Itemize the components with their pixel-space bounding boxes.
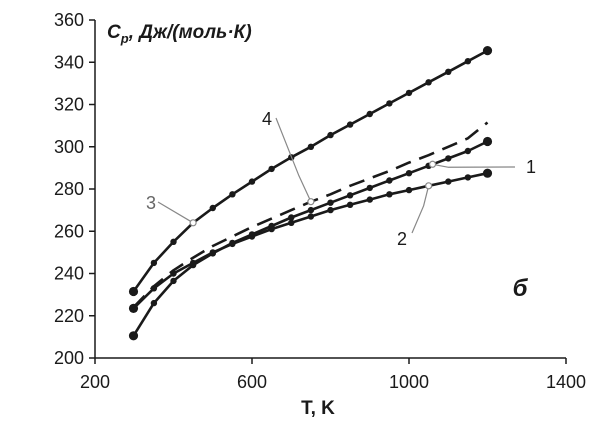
series-3-point [229,191,235,197]
series-3-point [367,111,373,117]
series-2-point [406,187,412,193]
series-3-point [170,239,176,245]
series-3-point [347,121,353,127]
annotation-4-anchor [308,199,314,205]
series-1-point [406,170,412,176]
series-2-point [308,213,314,219]
panel-label: б [513,275,529,302]
series-2 [129,169,492,313]
annotation-1-label: 1 [526,157,536,177]
series-1-point [445,155,451,161]
series-1-point [367,185,373,191]
series-3-point [308,144,314,150]
series-2-point [229,241,235,247]
series-2-point [483,169,492,178]
x-tick-labels: 200 600 1000 1400 [80,358,586,392]
annotation-1-anchor [430,161,436,167]
y-axis-label-subscript: p [120,31,129,46]
annotation-2-leader [412,186,429,233]
series-2-point [367,196,373,202]
y-tick-label: 260 [54,221,84,241]
series-3-point [151,260,157,266]
x-tick-label: 1000 [389,372,429,392]
y-tick-label: 200 [54,348,84,368]
annotation-3-anchor [190,220,196,226]
series-3-point [465,58,471,64]
series-3-point [327,132,333,138]
y-axis-label-symbol: C [107,22,121,43]
annotation-3-leader [158,202,193,223]
annotation-4-leader [276,118,311,202]
series-3-line [134,51,488,292]
series-3-point [129,287,138,296]
series-2-point [327,207,333,213]
x-tick-label: 600 [237,372,267,392]
series-layer [129,46,492,340]
series-2-point [288,220,294,226]
series-3-point [406,90,412,96]
series-2-point [347,202,353,208]
x-tick-label: 200 [80,372,110,392]
y-tick-label: 340 [54,52,84,72]
series-3-point [210,205,216,211]
y-tick-label: 300 [54,137,84,157]
series-3-point [386,100,392,106]
annotation-4-label: 4 [262,109,272,129]
series-1-point [347,192,353,198]
series-2-point [445,178,451,184]
series-1-point [465,148,471,154]
series-1 [129,137,492,341]
series-2-point [268,226,274,232]
series-1-point [386,177,392,183]
y-tick-label: 360 [54,10,84,30]
series-3-point [268,166,274,172]
y-axis-label-units: , Дж/(моль·К) [128,22,252,43]
series-1-point [308,207,314,213]
series-2-point [386,191,392,197]
x-axis-label: T, K [301,398,335,419]
y-tick-label: 320 [54,95,84,115]
series-1-point [151,300,157,306]
y-tick-label: 240 [54,264,84,284]
axes [95,20,566,358]
series-1-line [134,142,488,336]
series-2-point [190,260,196,266]
series-3-point [445,69,451,75]
series-3 [129,46,492,296]
y-tick-label: 220 [54,306,84,326]
annotation-2-anchor [426,183,432,189]
y-tick-labels: 200 220 240 260 280 300 320 340 360 [54,10,95,368]
series-3-point [249,178,255,184]
annotation-3-label: 3 [146,193,156,213]
y-tick-label: 280 [54,179,84,199]
y-axis-label: Cp, Дж/(моль·К) [107,22,252,46]
series-1-point [170,278,176,284]
series-3-point [483,46,492,55]
series-2-point [465,174,471,180]
series-1-point [483,137,492,146]
series-1-point [327,200,333,206]
annotation-2-label: 2 [397,229,407,249]
annotation-1-leader [433,164,515,167]
series-1-point [129,331,138,340]
series-2-point [210,249,216,255]
series-2-line [134,173,488,308]
x-tick-label: 1400 [546,372,586,392]
series-3-point [425,79,431,85]
series-2-point [249,233,255,239]
